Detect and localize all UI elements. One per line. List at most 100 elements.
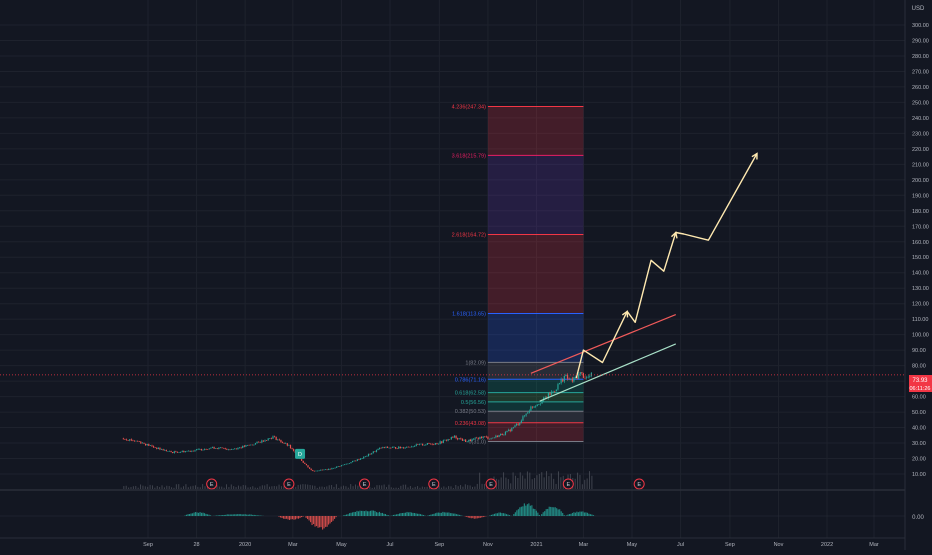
candle-body[interactable]	[342, 465, 343, 466]
candle-body[interactable]	[268, 438, 269, 440]
candle-body[interactable]	[153, 446, 154, 447]
candle-body[interactable]	[511, 428, 512, 431]
candle-body[interactable]	[553, 391, 554, 392]
candle-body[interactable]	[408, 447, 409, 448]
candle-body[interactable]	[514, 425, 515, 427]
candle-body[interactable]	[191, 451, 192, 452]
candle-body[interactable]	[521, 421, 522, 424]
candle-body[interactable]	[161, 449, 162, 450]
candle-body[interactable]	[522, 416, 523, 420]
candle-body[interactable]	[545, 397, 546, 398]
candle-body[interactable]	[530, 407, 531, 411]
candle-body[interactable]	[206, 449, 207, 450]
candle-body[interactable]	[463, 440, 464, 441]
candle-body[interactable]	[164, 450, 165, 451]
candle-body[interactable]	[444, 440, 445, 441]
candle-body[interactable]	[441, 441, 442, 442]
candle-body[interactable]	[451, 437, 452, 439]
candle-body[interactable]	[449, 439, 450, 440]
candle-body[interactable]	[476, 438, 477, 439]
candle-body[interactable]	[435, 443, 436, 444]
candle-body[interactable]	[242, 446, 243, 448]
candle-body[interactable]	[169, 451, 170, 452]
candle-body[interactable]	[471, 439, 472, 441]
candle-body[interactable]	[341, 465, 342, 466]
candle-body[interactable]	[350, 462, 351, 463]
candle-body[interactable]	[454, 436, 455, 437]
candle-body[interactable]	[178, 452, 179, 453]
candle-body[interactable]	[330, 469, 331, 470]
candle-body[interactable]	[400, 447, 401, 448]
candle-body[interactable]	[307, 465, 308, 467]
candle-body[interactable]	[414, 446, 415, 447]
candle-body[interactable]	[336, 467, 337, 468]
candle-body[interactable]	[269, 438, 270, 439]
candle-body[interactable]	[567, 375, 568, 378]
candle-body[interactable]	[549, 393, 550, 395]
candle-body[interactable]	[452, 437, 453, 438]
candle-body[interactable]	[405, 448, 406, 449]
candle-body[interactable]	[535, 406, 536, 407]
candle-body[interactable]	[186, 451, 187, 452]
candle-body[interactable]	[428, 443, 429, 444]
candle-body[interactable]	[250, 445, 251, 446]
candle-body[interactable]	[564, 376, 565, 381]
candle-body[interactable]	[331, 468, 332, 469]
candle-body[interactable]	[209, 448, 210, 449]
candle-body[interactable]	[201, 449, 202, 450]
candle-body[interactable]	[288, 445, 289, 446]
candle-body[interactable]	[503, 435, 504, 436]
candle-body[interactable]	[151, 445, 152, 446]
candle-body[interactable]	[362, 458, 363, 459]
candle-body[interactable]	[483, 436, 484, 437]
candle-body[interactable]	[167, 451, 168, 452]
candle-body[interactable]	[516, 424, 517, 425]
candle-body[interactable]	[226, 449, 227, 450]
candle-body[interactable]	[373, 451, 374, 453]
candle-body[interactable]	[282, 442, 283, 443]
candle-body[interactable]	[129, 439, 130, 440]
candle-body[interactable]	[170, 451, 171, 452]
candle-body[interactable]	[150, 445, 151, 446]
candle-body[interactable]	[194, 450, 195, 451]
candle-body[interactable]	[355, 461, 356, 462]
candle-body[interactable]	[487, 437, 488, 439]
candle-body[interactable]	[440, 441, 441, 444]
candle-body[interactable]	[580, 372, 581, 374]
candle-body[interactable]	[325, 469, 326, 470]
candle-body[interactable]	[589, 376, 590, 377]
candle-body[interactable]	[188, 451, 189, 452]
candle-body[interactable]	[419, 444, 420, 445]
candle-body[interactable]	[312, 470, 313, 471]
candle-body[interactable]	[382, 447, 383, 448]
candle-body[interactable]	[174, 451, 175, 453]
candle-body[interactable]	[387, 447, 388, 448]
candle-body[interactable]	[497, 436, 498, 437]
candle-body[interactable]	[159, 448, 160, 450]
candle-body[interactable]	[554, 391, 555, 392]
candle-body[interactable]	[323, 470, 324, 471]
candle-body[interactable]	[134, 441, 135, 442]
candle-body[interactable]	[175, 451, 176, 452]
candle-body[interactable]	[258, 442, 259, 443]
candle-body[interactable]	[213, 447, 214, 449]
candle-body[interactable]	[398, 447, 399, 449]
candle-body[interactable]	[180, 452, 181, 453]
candle-body[interactable]	[199, 449, 200, 450]
candle-body[interactable]	[284, 443, 285, 444]
candle-body[interactable]	[591, 373, 592, 376]
candle-body[interactable]	[212, 447, 213, 448]
candle-body[interactable]	[131, 439, 132, 440]
candle-body[interactable]	[139, 441, 140, 442]
candle-body[interactable]	[538, 404, 539, 405]
candle-body[interactable]	[123, 438, 124, 439]
candle-body[interactable]	[177, 452, 178, 453]
candle-body[interactable]	[376, 450, 377, 452]
candle-body[interactable]	[218, 448, 219, 449]
candle-body[interactable]	[266, 440, 267, 441]
candle-body[interactable]	[172, 452, 173, 453]
candle-body[interactable]	[228, 450, 229, 451]
candle-body[interactable]	[526, 414, 527, 416]
